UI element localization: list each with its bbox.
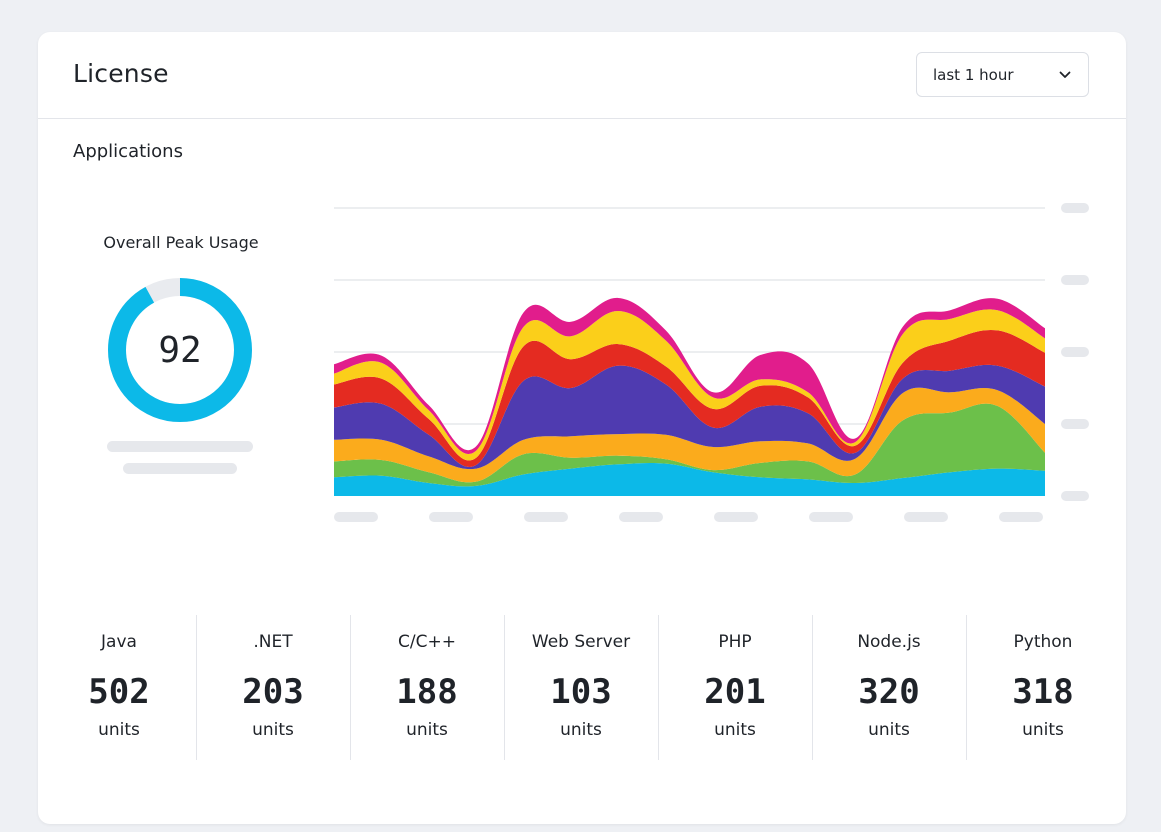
stat-value: 103 bbox=[550, 672, 612, 712]
y-tick-label-placeholder bbox=[1061, 419, 1089, 429]
stat-unit: units bbox=[98, 720, 140, 740]
area-series-2 bbox=[334, 403, 1045, 487]
y-tick-label-placeholder bbox=[1061, 347, 1089, 357]
peak-usage-value: 92 bbox=[158, 329, 202, 371]
stat-value: 318 bbox=[1012, 672, 1074, 712]
x-tick-label-placeholder bbox=[619, 512, 663, 522]
stat-value: 502 bbox=[88, 672, 150, 712]
stat-name: PHP bbox=[718, 632, 752, 652]
y-tick-label-placeholder bbox=[1061, 203, 1089, 213]
stat-divider bbox=[504, 615, 505, 760]
y-tick-label-placeholder bbox=[1061, 491, 1089, 501]
stat-unit: units bbox=[714, 720, 756, 740]
y-tick-label-placeholder bbox=[1061, 275, 1089, 285]
peak-usage-gauge bbox=[108, 278, 252, 422]
x-tick-label-placeholder bbox=[714, 512, 758, 522]
stat-column: .NET 203 units bbox=[196, 615, 350, 760]
stat-unit: units bbox=[868, 720, 910, 740]
chevron-down-icon bbox=[1058, 68, 1072, 82]
stat-unit: units bbox=[560, 720, 602, 740]
x-tick-label-placeholder bbox=[429, 512, 473, 522]
stat-name: .NET bbox=[253, 632, 293, 652]
x-tick-label-placeholder bbox=[524, 512, 568, 522]
stat-unit: units bbox=[406, 720, 448, 740]
stat-column: Node.js 320 units bbox=[812, 615, 966, 760]
time-range-value: last 1 hour bbox=[933, 65, 1014, 84]
stat-name: Node.js bbox=[857, 632, 921, 652]
stat-column: Python 318 units bbox=[966, 615, 1120, 760]
stat-name: Java bbox=[101, 632, 137, 652]
time-range-select[interactable]: last 1 hour bbox=[916, 52, 1089, 97]
stat-column: PHP 201 units bbox=[658, 615, 812, 760]
stat-value: 320 bbox=[858, 672, 920, 712]
stat-divider bbox=[196, 615, 197, 760]
usage-area-chart bbox=[334, 203, 1089, 522]
stat-column: C/C++ 188 units bbox=[350, 615, 504, 760]
placeholder-bar bbox=[123, 463, 237, 474]
stat-column: Java 502 units bbox=[42, 615, 196, 760]
stat-divider bbox=[350, 615, 351, 760]
area-series-4 bbox=[334, 364, 1045, 470]
area-series-3 bbox=[334, 387, 1045, 483]
stat-value: 203 bbox=[242, 672, 304, 712]
stat-name: Python bbox=[1013, 632, 1073, 652]
stat-name: C/C++ bbox=[398, 632, 456, 652]
x-tick-label-placeholder bbox=[999, 512, 1043, 522]
stat-unit: units bbox=[252, 720, 294, 740]
area-series-5 bbox=[334, 329, 1045, 467]
stat-value: 201 bbox=[704, 672, 766, 712]
x-tick-label-placeholder bbox=[904, 512, 948, 522]
stat-divider bbox=[966, 615, 967, 760]
stats-row: Java 502 units .NET 203 units C/C++ 188 units Web… bbox=[38, 615, 1126, 760]
placeholder-bar bbox=[107, 441, 253, 452]
section-title: Applications bbox=[73, 141, 183, 162]
stat-name: Web Server bbox=[531, 632, 631, 652]
stat-divider bbox=[812, 615, 813, 760]
x-tick-label-placeholder bbox=[334, 512, 378, 522]
license-card: License last 1 hour Applications Overall… bbox=[38, 32, 1126, 824]
page-title: License bbox=[73, 59, 169, 88]
card-header: License last 1 hour bbox=[38, 32, 1126, 119]
peak-usage-label: Overall Peak Usage bbox=[103, 233, 259, 252]
stat-value: 188 bbox=[396, 672, 458, 712]
area-series-6 bbox=[334, 309, 1045, 461]
stat-unit: units bbox=[1022, 720, 1064, 740]
stat-column: Web Server 103 units bbox=[504, 615, 658, 760]
stat-divider bbox=[658, 615, 659, 760]
x-tick-label-placeholder bbox=[809, 512, 853, 522]
area-series-1 bbox=[334, 462, 1045, 496]
